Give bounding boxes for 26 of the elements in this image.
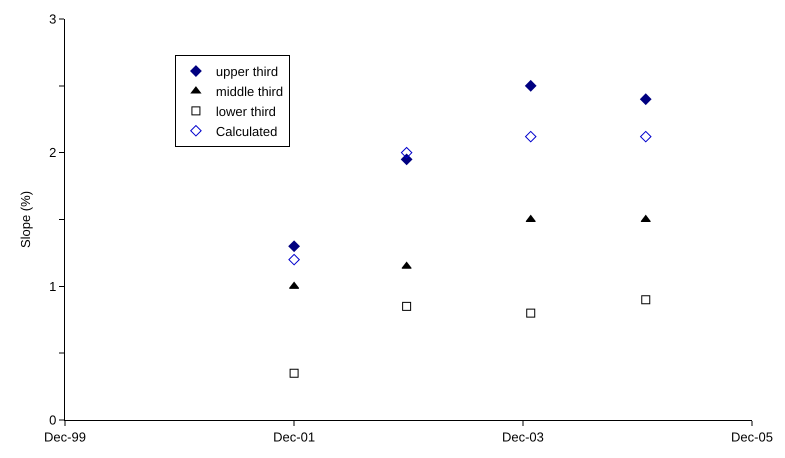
point [525, 130, 536, 142]
point [402, 262, 412, 269]
point [288, 240, 300, 252]
y-tick-label: 2 [49, 145, 56, 160]
point [641, 295, 650, 304]
point [400, 146, 412, 158]
legend-label: upper third [216, 64, 278, 80]
x-tick-label: Dec-01 [273, 430, 316, 445]
point [402, 302, 412, 311]
x-tick-label: Dec-05 [731, 430, 773, 445]
x-tick-label: Dec-03 [502, 430, 544, 445]
point [290, 368, 299, 378]
y-tick-label: 0 [49, 412, 56, 428]
point [640, 130, 652, 142]
y-tick-label: 1 [49, 278, 56, 294]
point [288, 254, 300, 266]
point [526, 308, 536, 318]
point [640, 94, 652, 105]
y-tick-label: 3 [49, 12, 56, 27]
legend-label: middle third [216, 84, 284, 100]
y-axis-title: Slope (%) [18, 190, 34, 248]
x-tick-label: Dec-99 [44, 430, 86, 445]
legend-label: Calculated [216, 124, 278, 139]
legend-label: lower third [216, 104, 276, 119]
point [525, 80, 536, 92]
point [400, 154, 412, 166]
